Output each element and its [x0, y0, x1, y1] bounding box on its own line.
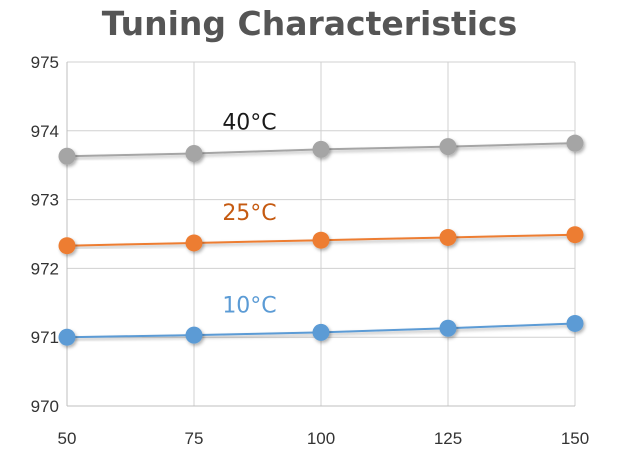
- x-tick-label: 150: [561, 429, 589, 448]
- data-point: [439, 138, 457, 156]
- series-label: 40°C: [222, 110, 276, 135]
- y-tick-label: 974: [31, 122, 59, 141]
- x-tick-label: 75: [185, 429, 204, 448]
- data-point: [312, 140, 330, 158]
- y-tick-label: 975: [31, 53, 59, 72]
- series-label: 10°C: [222, 293, 276, 318]
- data-point: [566, 134, 584, 152]
- x-tick-label: 125: [434, 429, 462, 448]
- data-point: [312, 323, 330, 341]
- data-point: [566, 226, 584, 244]
- data-point: [439, 319, 457, 337]
- data-point: [185, 326, 203, 344]
- data-point: [566, 314, 584, 332]
- data-point: [439, 228, 457, 246]
- y-tick-label: 973: [31, 191, 59, 210]
- x-tick-label: 50: [58, 429, 77, 448]
- data-point: [185, 234, 203, 252]
- data-point: [58, 237, 76, 255]
- x-tick-label: 100: [307, 429, 335, 448]
- y-tick-label: 971: [31, 328, 59, 347]
- y-tick-label: 972: [31, 259, 59, 278]
- chart-title: Tuning Characteristics: [101, 4, 518, 43]
- data-point: [58, 328, 76, 346]
- data-point: [185, 145, 203, 163]
- data-point: [312, 231, 330, 249]
- series-label: 25°C: [222, 201, 276, 226]
- data-point: [58, 147, 76, 165]
- y-tick-label: 970: [31, 397, 59, 416]
